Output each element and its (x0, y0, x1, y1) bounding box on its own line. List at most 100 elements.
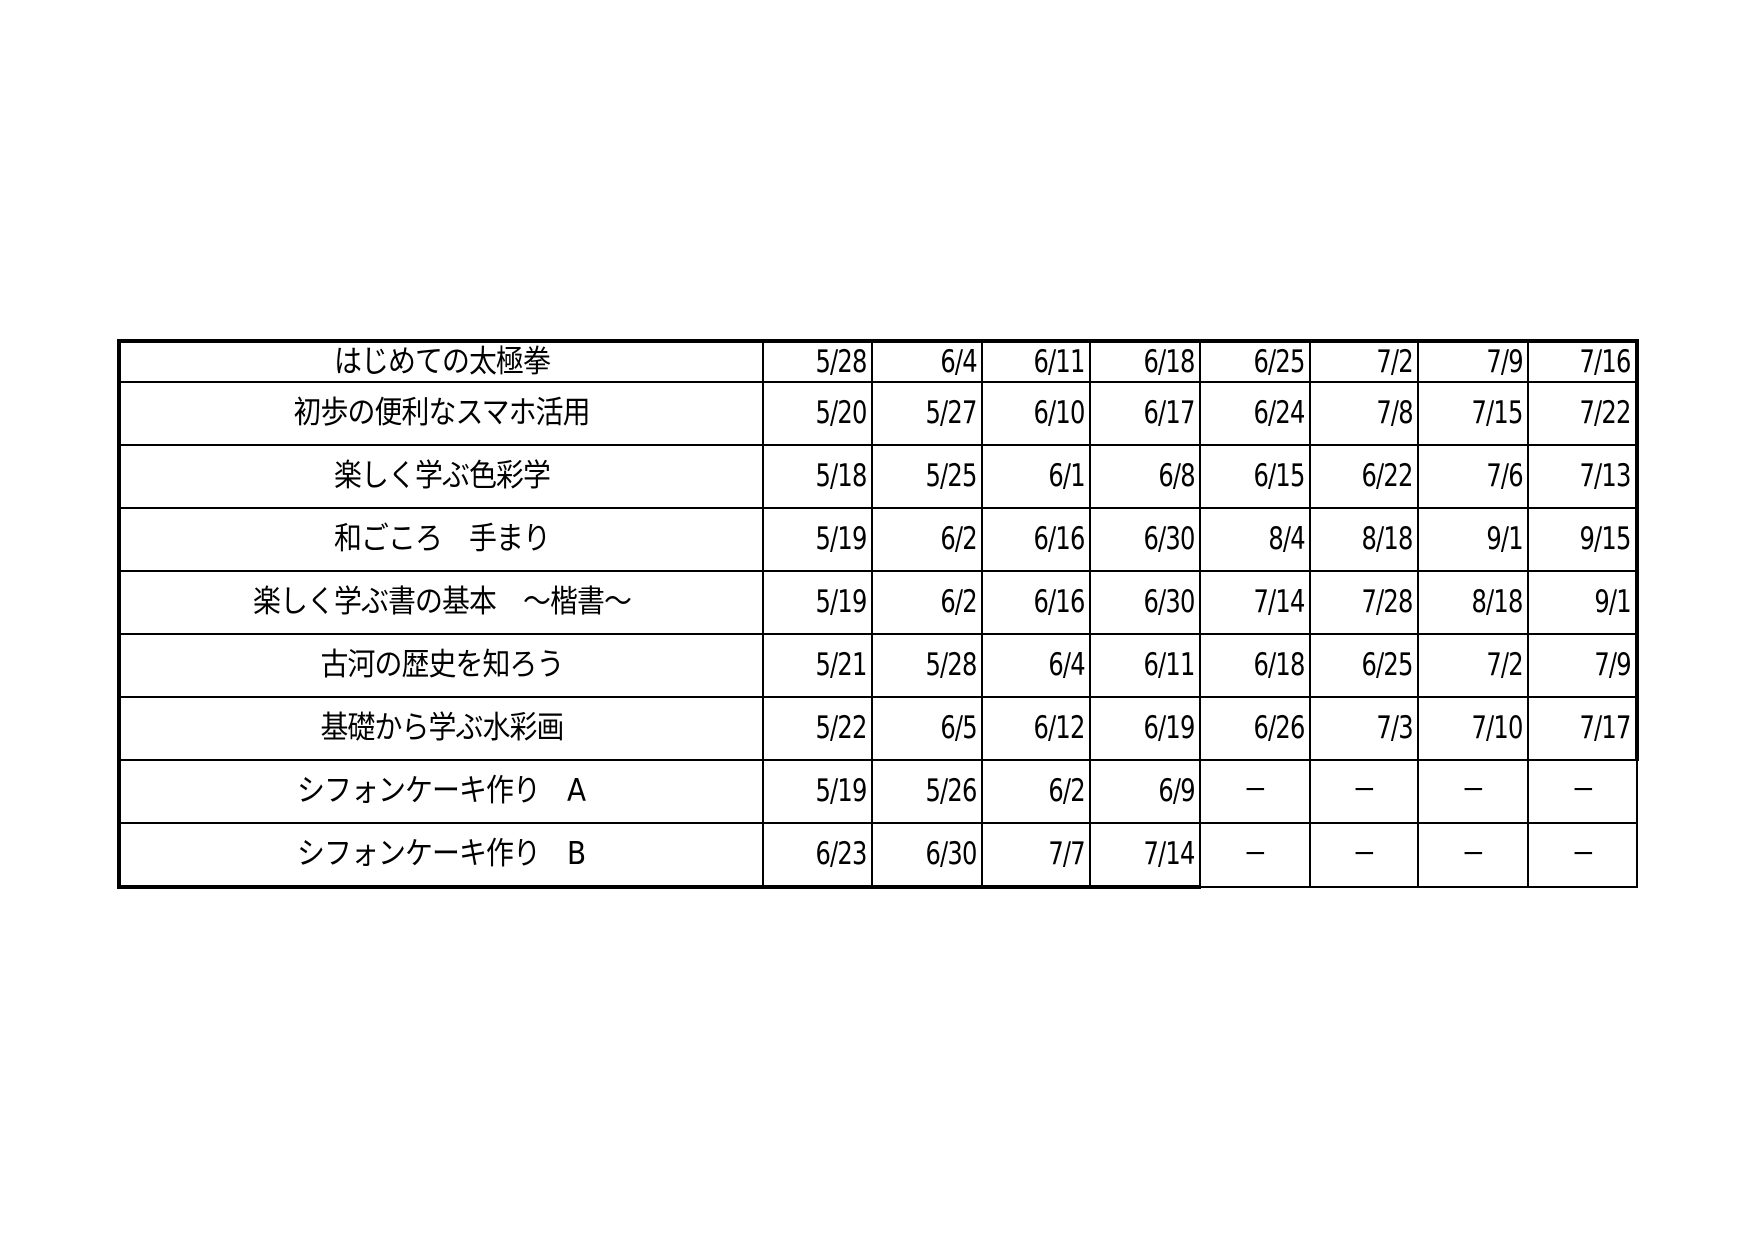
date-cell: 6/2 (871, 507, 983, 572)
session-date: 7/9 (1486, 343, 1523, 380)
date-cell: 6/16 (981, 507, 1091, 572)
date-cell: 9/15 (1527, 507, 1639, 572)
session-date: 7/14 (1143, 836, 1196, 872)
date-cell: 5/18 (762, 444, 873, 509)
course-name: シフォンケーキ作り B (297, 836, 586, 872)
session-date: － (1570, 773, 1595, 809)
date-cell: 6/30 (871, 822, 983, 889)
date-cell: 6/4 (871, 339, 983, 383)
session-date: 5/19 (815, 521, 868, 557)
course-name-cell: はじめての太極拳 (117, 339, 764, 383)
empty-date-cell: － (1527, 822, 1638, 888)
date-cell: 5/28 (871, 633, 983, 698)
date-cell: 6/23 (762, 822, 873, 889)
session-date: 5/28 (925, 647, 978, 683)
date-cell: 7/17 (1527, 696, 1639, 761)
course-name: 古河の歴史を知ろう (320, 647, 564, 683)
session-date: 6/2 (940, 521, 977, 557)
session-date: 7/8 (1376, 395, 1413, 431)
date-cell: 8/4 (1199, 507, 1311, 572)
session-date: 6/4 (940, 343, 977, 380)
date-cell: 7/13 (1527, 444, 1639, 509)
session-date: 6/16 (1033, 521, 1086, 557)
course-name-cell: 古河の歴史を知ろう (117, 633, 764, 698)
session-date: 7/14 (1253, 584, 1306, 620)
course-name: はじめての太極拳 (333, 343, 551, 380)
session-date: 9/1 (1594, 584, 1631, 620)
session-date: 6/23 (815, 836, 868, 872)
session-date: － (1243, 773, 1267, 809)
course-name: 楽しく学ぶ色彩学 (333, 458, 551, 494)
empty-date-cell: － (1309, 822, 1419, 888)
course-name: 楽しく学ぶ書の基本 ～楷書～ (252, 584, 632, 620)
table-row: 和ごころ 手まり 5/19 6/2 6/16 6/30 8/4 8/18 9/1 9/15 (117, 507, 1639, 572)
date-cell: 7/7 (981, 822, 1091, 889)
session-date: 6/10 (1033, 395, 1086, 431)
date-cell: 6/2 (981, 759, 1091, 824)
session-date: 8/4 (1268, 521, 1305, 557)
date-cell: 6/18 (1089, 339, 1201, 383)
session-date: － (1461, 836, 1485, 873)
session-date: 6/8 (1158, 458, 1195, 494)
session-date: 5/20 (815, 395, 868, 431)
date-cell: 6/16 (981, 570, 1091, 635)
date-cell: 6/9 (1089, 759, 1201, 824)
session-date: － (1570, 836, 1595, 873)
date-cell: 7/3 (1309, 696, 1419, 761)
date-cell: 7/14 (1199, 570, 1311, 635)
date-cell: 5/25 (871, 444, 983, 509)
session-date: 7/10 (1471, 710, 1524, 746)
session-date: 6/15 (1253, 458, 1306, 494)
session-date: 5/19 (815, 584, 868, 620)
session-date: 8/18 (1361, 521, 1414, 557)
session-date: 6/12 (1033, 710, 1086, 746)
table-row: 基礎から学ぶ水彩画 5/22 6/5 6/12 6/19 6/26 7/3 7/10 7/17 (117, 696, 1639, 761)
session-date: 6/30 (1143, 584, 1196, 620)
date-cell: 5/22 (762, 696, 873, 761)
session-date: 7/28 (1361, 584, 1414, 620)
session-date: 6/19 (1143, 710, 1196, 746)
course-schedule-table: はじめての太極拳 5/28 6/4 6/11 6/18 6/25 7/2 7/9 7/16 初歩の… (117, 339, 1639, 889)
session-date: 6/9 (1158, 773, 1195, 809)
date-cell: 8/18 (1417, 570, 1529, 635)
date-cell: 5/27 (871, 381, 983, 446)
date-cell: 7/15 (1417, 381, 1529, 446)
session-date: 6/1 (1048, 458, 1085, 494)
date-cell: 7/16 (1527, 339, 1639, 383)
session-date: 9/15 (1579, 521, 1632, 557)
date-cell: 6/22 (1309, 444, 1419, 509)
date-cell: 6/24 (1199, 381, 1311, 446)
table-row: シフォンケーキ作り B 6/23 6/30 7/7 7/14 － － － － (117, 822, 1638, 889)
course-name-cell: シフォンケーキ作り A (117, 759, 764, 824)
date-cell: 7/6 (1417, 444, 1529, 509)
session-date: 7/16 (1579, 343, 1632, 380)
course-name: 基礎から学ぶ水彩画 (320, 710, 564, 746)
session-date: 5/19 (815, 773, 868, 809)
session-date: 7/15 (1471, 395, 1524, 431)
table-row: 楽しく学ぶ書の基本 ～楷書～ 5/19 6/2 6/16 6/30 7/14 7/28 8/1… (117, 570, 1639, 635)
empty-date-cell: － (1417, 822, 1529, 888)
course-name: シフォンケーキ作り A (297, 773, 586, 809)
session-date: 9/1 (1486, 521, 1523, 557)
session-date: 6/17 (1143, 395, 1196, 431)
session-date: 6/2 (940, 584, 977, 620)
date-cell: 5/20 (762, 381, 873, 446)
date-cell: 9/1 (1527, 570, 1639, 635)
session-date: 7/7 (1048, 836, 1085, 872)
date-cell: 6/18 (1199, 633, 1311, 698)
date-cell: 6/5 (871, 696, 983, 761)
empty-date-cell: － (1527, 759, 1638, 824)
session-date: 8/18 (1471, 584, 1524, 620)
date-cell: 7/9 (1527, 633, 1639, 698)
course-name-cell: シフォンケーキ作り B (117, 822, 764, 889)
date-cell: 6/10 (981, 381, 1091, 446)
empty-date-cell: － (1199, 822, 1311, 888)
course-name-cell: 楽しく学ぶ書の基本 ～楷書～ (117, 570, 764, 635)
session-date: 6/5 (940, 710, 977, 746)
date-cell: 6/26 (1199, 696, 1311, 761)
session-date: 5/18 (815, 458, 868, 494)
date-cell: 6/8 (1089, 444, 1201, 509)
course-name-cell: 楽しく学ぶ色彩学 (117, 444, 764, 509)
session-date: 6/11 (1143, 647, 1196, 683)
table-row: 古河の歴史を知ろう 5/21 5/28 6/4 6/11 6/18 6/25 7/2 7/9 (117, 633, 1639, 698)
